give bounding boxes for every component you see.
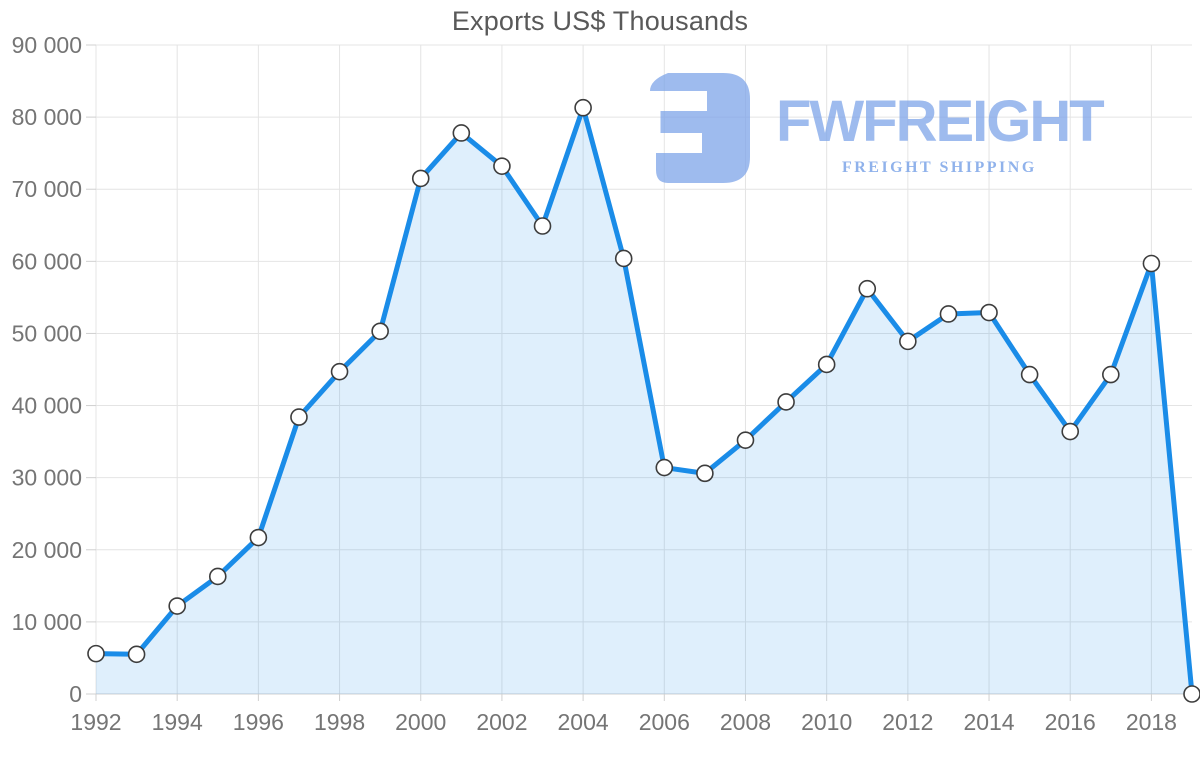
x-tick-label: 1998 (314, 709, 365, 735)
data-point[interactable] (574, 98, 592, 117)
data-point[interactable] (330, 362, 349, 381)
x-tick-label: 2010 (801, 709, 852, 735)
y-tick-label: 30 000 (12, 465, 82, 491)
x-tick-label: 2018 (1126, 709, 1177, 735)
data-point[interactable] (980, 303, 998, 322)
data-point[interactable] (817, 355, 836, 374)
data-point[interactable] (208, 567, 227, 586)
x-tick-label: 2004 (558, 709, 609, 735)
y-tick-label: 0 (69, 681, 82, 707)
x-tick-label: 1994 (152, 709, 203, 735)
data-point[interactable] (493, 157, 511, 175)
data-point[interactable] (168, 597, 186, 615)
data-point[interactable] (1020, 365, 1039, 384)
data-point[interactable] (858, 279, 877, 298)
y-tick-label: 70 000 (12, 176, 82, 202)
data-point[interactable] (696, 464, 714, 483)
chart-title: Exports US$ Thousands (451, 6, 749, 36)
data-line (93, 105, 1195, 697)
data-point[interactable] (736, 431, 755, 449)
data-point[interactable] (249, 528, 268, 547)
y-tick-label: 50 000 (12, 320, 82, 346)
data-point[interactable] (655, 458, 674, 477)
data-point[interactable] (777, 393, 795, 411)
y-tick-label: 80 000 (12, 104, 82, 130)
y-tick-label: 90 000 (12, 32, 82, 58)
x-tick-label: 2014 (963, 709, 1014, 735)
data-point[interactable] (127, 645, 146, 664)
data-point[interactable] (614, 249, 633, 268)
x-tick-label: 2002 (476, 709, 527, 735)
y-tick-label: 10 000 (12, 609, 82, 635)
area-fill (96, 107, 1192, 694)
data-point[interactable] (939, 305, 958, 323)
y-tick-label: 60 000 (12, 248, 82, 274)
data-point[interactable] (1142, 254, 1161, 273)
data-point[interactable] (1061, 422, 1080, 441)
x-tick-label: 2012 (882, 709, 933, 735)
data-point[interactable] (899, 332, 917, 351)
data-point[interactable] (371, 322, 389, 341)
data-point[interactable] (411, 169, 430, 188)
x-tick-label: 1996 (233, 709, 284, 735)
data-point[interactable] (533, 217, 552, 235)
x-tick-label: 2008 (720, 709, 771, 735)
data-point[interactable] (452, 124, 471, 142)
data-point[interactable] (1183, 685, 1200, 703)
x-tick-label: 1992 (70, 709, 121, 735)
y-tick-label: 20 000 (12, 537, 82, 563)
x-tick-label: 2016 (1045, 709, 1096, 735)
y-tick-label: 40 000 (12, 393, 82, 419)
x-tick-label: 2006 (639, 709, 690, 735)
x-tick-label: 2000 (395, 709, 446, 735)
data-point[interactable] (1102, 365, 1120, 384)
data-point[interactable] (87, 644, 105, 663)
data-point[interactable] (290, 408, 308, 426)
